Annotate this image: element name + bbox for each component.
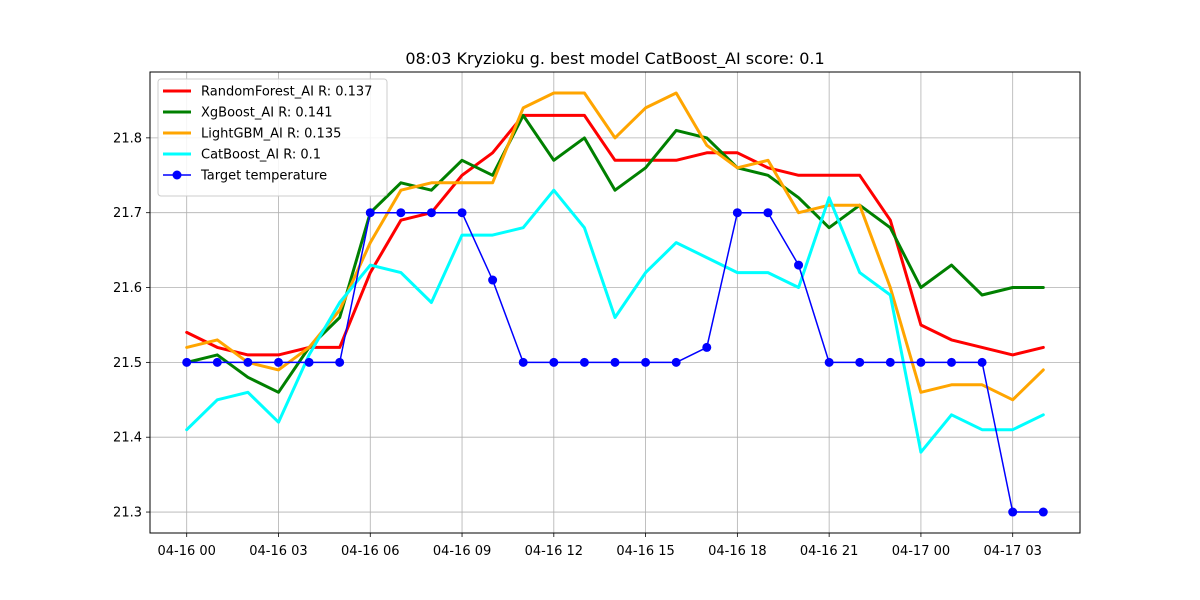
target-point	[794, 260, 804, 270]
target-point	[1038, 507, 1048, 517]
target-point	[243, 357, 253, 367]
target-point	[1008, 507, 1018, 517]
y-tick-label: 21.6	[113, 281, 142, 296]
target-point	[549, 357, 559, 367]
y-tick-label: 21.7	[113, 206, 142, 221]
target-point	[855, 357, 865, 367]
x-tick-label: 04-16 12	[525, 544, 583, 559]
series-group	[182, 91, 1048, 517]
legend-label: LightGBM_AI R: 0.135	[201, 127, 341, 142]
target-point	[641, 357, 651, 367]
target-point	[304, 357, 314, 367]
target-point	[977, 357, 987, 367]
target-point	[885, 357, 895, 367]
legend-label: XgBoost_AI R: 0.141	[201, 106, 333, 121]
target-point	[212, 357, 222, 367]
target-point	[457, 208, 467, 218]
x-tick-label: 04-16 09	[433, 544, 491, 559]
legend-label: Target temperature	[200, 169, 327, 184]
x-tick-label: 04-17 00	[892, 544, 950, 559]
legend-label: CatBoost_AI R: 0.1	[201, 148, 321, 163]
target-point	[610, 357, 620, 367]
x-tick-label: 04-16 15	[616, 544, 674, 559]
target-point	[824, 357, 834, 367]
plot-frame	[149, 71, 1081, 534]
y-tick-label: 21.8	[113, 131, 142, 146]
series-line-1	[185, 113, 1045, 357]
legend-label: RandomForest_AI R: 0.137	[201, 85, 372, 100]
x-tick-label: 04-16 06	[341, 544, 399, 559]
target-point	[518, 357, 528, 367]
target-point	[426, 208, 436, 218]
legend: RandomForest_AI R: 0.137 XgBoost_AI R: 0.…	[157, 78, 388, 197]
target-point	[273, 357, 283, 367]
target-point	[671, 357, 681, 367]
legend-marker	[172, 170, 182, 180]
chart-title: 08:03 Kryzioku g. best model CatBoost_AI…	[405, 49, 824, 69]
target-point	[763, 208, 773, 218]
target-point	[365, 208, 375, 218]
legend-box	[157, 78, 388, 197]
y-tick-label: 21.5	[113, 356, 142, 371]
y-tick-label: 21.3	[113, 506, 142, 521]
target-point	[488, 275, 498, 285]
x-tick-label: 04-16 21	[800, 544, 858, 559]
target-point	[182, 357, 192, 367]
target-point	[335, 357, 345, 367]
series-line-4	[185, 188, 1045, 454]
target-point	[579, 357, 589, 367]
target-point	[396, 208, 406, 218]
target-point	[947, 357, 957, 367]
series-line-2	[185, 113, 1045, 394]
x-tick-label: 04-16 03	[249, 544, 307, 559]
x-tick-label: 04-16 00	[157, 544, 215, 559]
x-tick-label: 04-16 18	[708, 544, 766, 559]
x-tick-label: 04-17 03	[983, 544, 1041, 559]
axis-ticks: 04-16 00 04-16 03 04-16 06 04-16 09 04-16 12…	[113, 131, 1042, 559]
target-point	[732, 208, 742, 218]
y-tick-label: 21.4	[113, 431, 142, 446]
target-point	[916, 357, 926, 367]
target-point	[702, 342, 712, 352]
